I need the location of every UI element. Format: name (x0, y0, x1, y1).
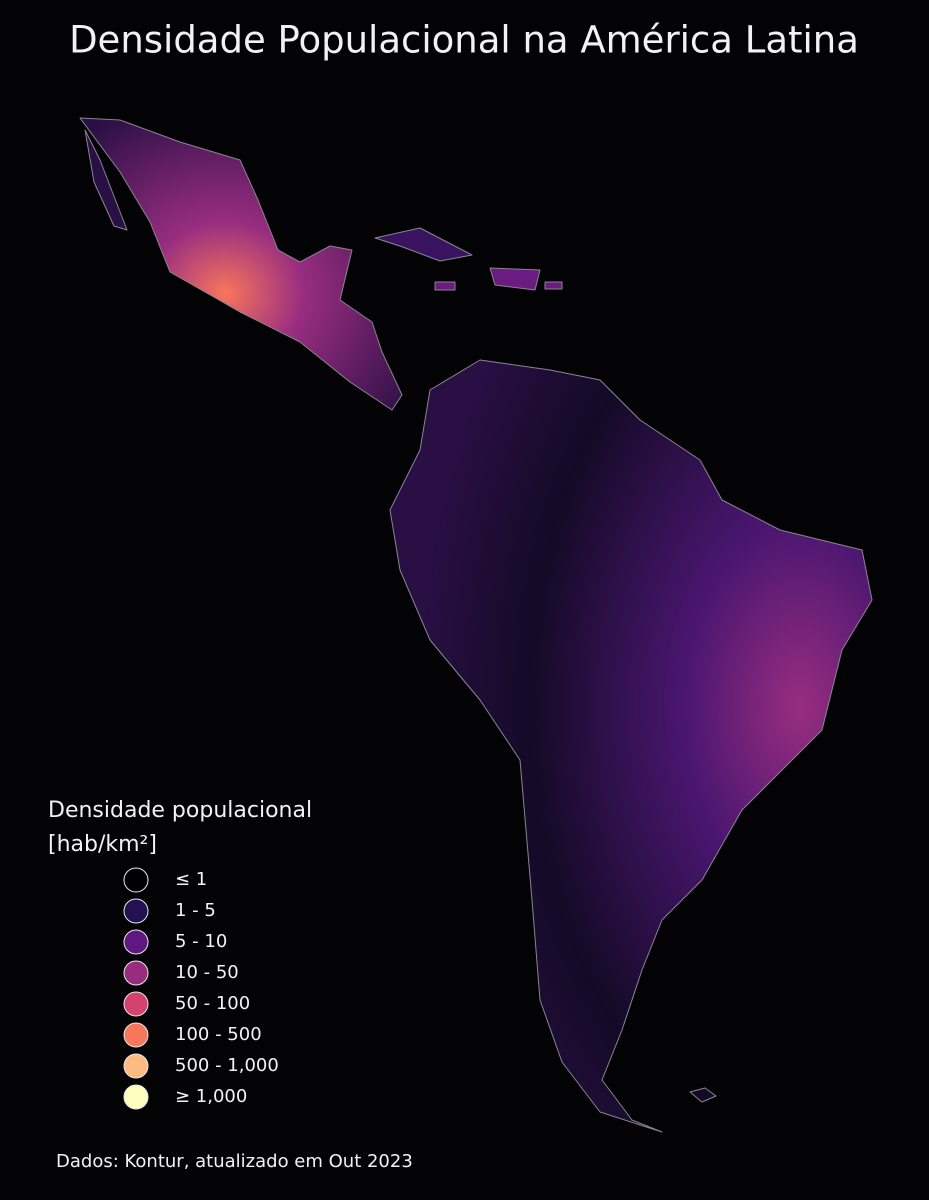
legend-label: ≥ 1,000 (175, 1086, 247, 1107)
south-america (389, 359, 873, 1133)
legend-swatch (123, 1022, 149, 1048)
mexico-central-america (79, 117, 403, 411)
legend-swatch (123, 898, 149, 924)
hispaniola (489, 267, 541, 291)
legend-label: 5 - 10 (175, 931, 227, 952)
legend-swatch (123, 1084, 149, 1110)
falklands (689, 1087, 717, 1103)
legend-unit: [hab/km²] (48, 832, 157, 857)
legend-label: 50 - 100 (175, 993, 250, 1014)
legend-label: 500 - 1,000 (175, 1055, 279, 1076)
baja-california (84, 129, 128, 231)
legend-swatch (123, 1053, 149, 1079)
legend-label: 10 - 50 (175, 962, 239, 983)
title: Densidade Populacional na América Latina (69, 19, 859, 62)
legend-title: Densidade populacional (48, 798, 312, 823)
source: Dados: Kontur, atualizado em Out 2023 (56, 1151, 413, 1172)
legend-swatch (123, 867, 149, 893)
legend-swatch (123, 929, 149, 955)
legend-label: 1 - 5 (175, 900, 216, 921)
legend-label: 100 - 500 (175, 1024, 262, 1045)
legend-swatch (123, 960, 149, 986)
legend: ≤ 1 1 - 5 5 - 10 10 - 50 50 - 100 100 - 500 50… (123, 867, 279, 1110)
puerto-rico (544, 281, 563, 290)
jamaica (434, 281, 456, 291)
land (79, 117, 873, 1133)
cuba (374, 227, 473, 262)
legend-swatch (123, 991, 149, 1017)
legend-label: ≤ 1 (175, 869, 207, 890)
